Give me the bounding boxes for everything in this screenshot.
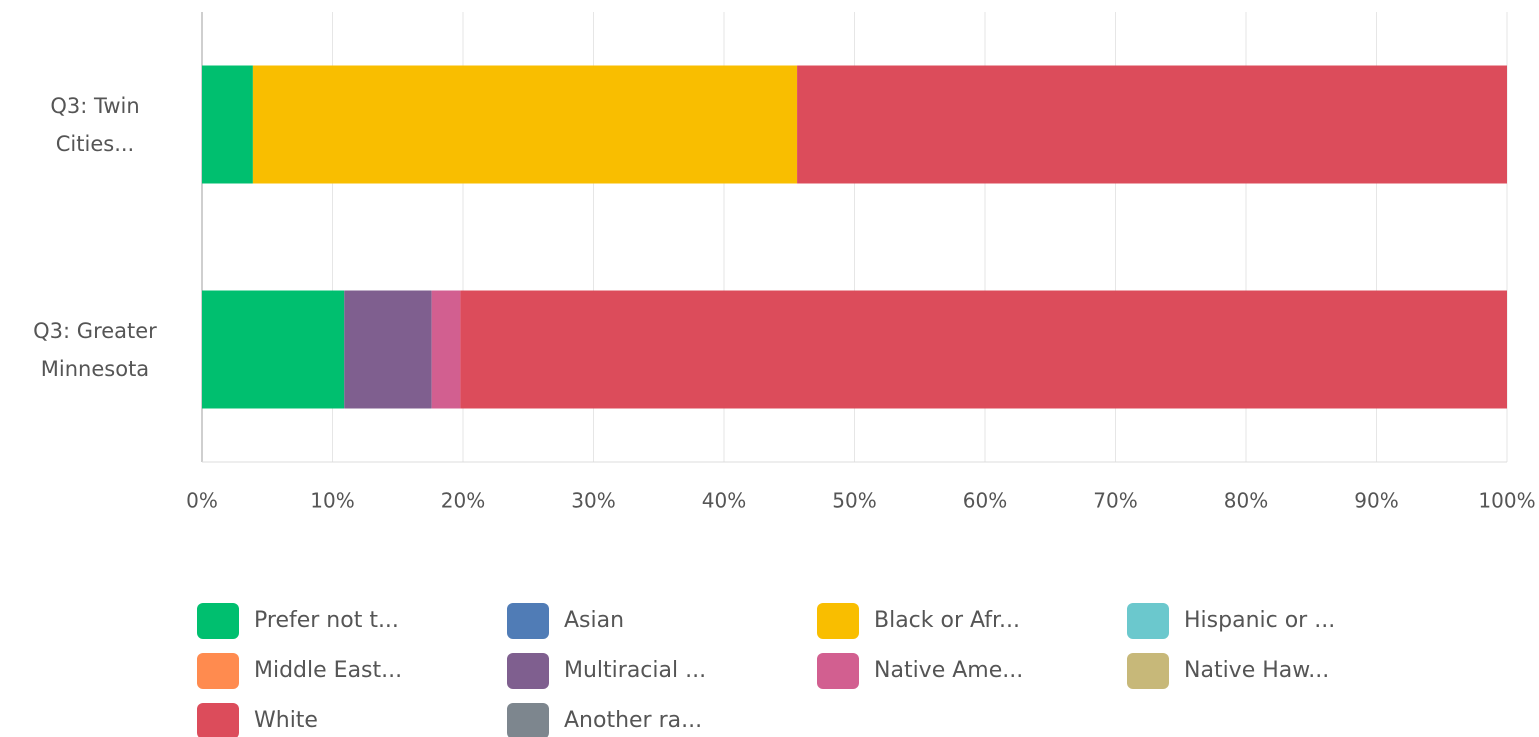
legend-swatch: [507, 603, 549, 639]
bar-segment: [431, 290, 461, 409]
bar-segment: [344, 290, 432, 409]
x-tick-label: 50%: [832, 489, 876, 513]
x-tick-label: 100%: [1478, 489, 1535, 513]
legend-swatch: [507, 653, 549, 689]
x-tick-label: 0%: [186, 489, 218, 513]
legend-label: Black or Afr...: [874, 608, 1020, 633]
x-tick-label: 20%: [441, 489, 485, 513]
legend-swatch: [1127, 653, 1169, 689]
legend-label: Asian: [564, 608, 624, 633]
y-tick-label: Q3: Twin Cities...: [50, 93, 140, 156]
legend-label: Middle East...: [254, 658, 402, 683]
legend-label: Native Haw...: [1184, 658, 1329, 683]
bar-segment: [252, 65, 798, 184]
legend-swatch: [817, 603, 859, 639]
legend-label: Multiracial ...: [564, 658, 706, 683]
x-tick-label: 90%: [1354, 489, 1398, 513]
x-tick-label: 30%: [571, 489, 615, 513]
legend-label: Native Ame...: [874, 658, 1023, 683]
x-tick-label: 40%: [702, 489, 746, 513]
x-tick-label: 70%: [1093, 489, 1137, 513]
legend-swatch: [197, 653, 239, 689]
legend-swatch: [817, 653, 859, 689]
legend-label: Prefer not t...: [254, 608, 399, 633]
legend-swatch: [1127, 603, 1169, 639]
x-tick-label: 10%: [310, 489, 354, 513]
bar-segment: [797, 65, 1507, 184]
legend-swatch: [197, 703, 239, 737]
bar-segment: [202, 65, 253, 184]
y-tick-label: Q3: Greater Minnesota: [33, 318, 157, 381]
legend-label: Hispanic or ...: [1184, 608, 1335, 633]
legend-label: White: [254, 708, 318, 733]
x-tick-label: 60%: [963, 489, 1007, 513]
x-tick-label: 80%: [1224, 489, 1268, 513]
bar-segment: [460, 290, 1507, 409]
bar-segment: [202, 290, 345, 409]
legend-swatch: [197, 603, 239, 639]
legend-label: Another ra...: [564, 708, 702, 733]
legend-swatch: [507, 703, 549, 737]
